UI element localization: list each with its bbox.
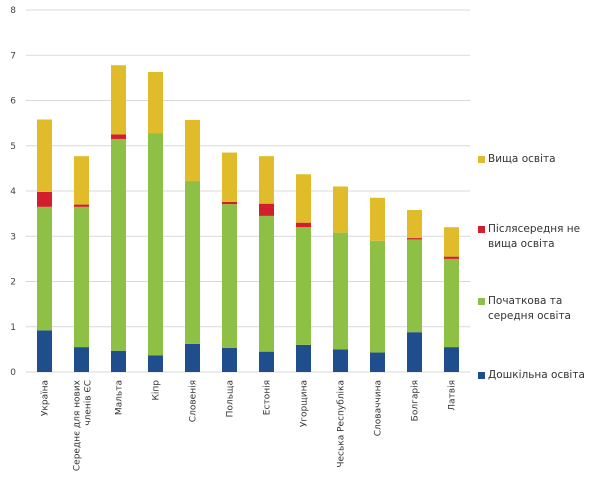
bar-segment [259,351,274,372]
x-category-label: Естонія [263,380,273,415]
bar-segment [296,222,311,228]
bar-segment [185,119,200,182]
x-category-label: Польща [226,380,236,417]
bar-segment [74,156,89,205]
legend-item-post-secondary: Післясередня не вища освіта [478,222,600,252]
bar-segment [407,210,422,239]
bar-segment [74,206,89,348]
bar-segment [111,350,126,372]
bar-segment [222,348,237,372]
x-category-label: Кіпр [152,380,162,401]
y-tick-label: 8 [10,6,16,16]
legend-item-primary-secondary: Початкова та середня освіта [478,294,600,324]
x-category-label: Мальта [115,380,125,415]
legend-label: Дошкільна освіта [488,369,585,381]
bar-segment [333,349,348,372]
bar-segment [333,186,348,233]
bar-segment [222,201,237,205]
y-tick-label: 3 [10,232,16,242]
bar-segment [296,227,311,345]
x-category-label: Словаччина [374,380,384,436]
bar-segment [333,232,348,350]
legend-swatch [478,372,485,379]
y-tick-label: 0 [10,368,16,378]
legend-label: Післясередня не вища освіта [488,223,581,250]
bar-segment [444,227,459,257]
bar-segment [185,343,200,372]
bar-segment [74,204,89,207]
x-category-label: Латвія [448,380,458,411]
bar-segment [74,347,89,372]
legend-item-higher-education: Вища освіта [478,152,556,167]
bar-segment [185,181,200,344]
legend-item-preschool: Дошкільна освіта [478,368,585,383]
bar-segment [296,344,311,372]
bar-segment [37,191,52,207]
bars [37,65,459,372]
bar-segment [444,347,459,372]
bar-segment [111,134,126,139]
bar-segment [37,330,52,372]
bar-segment [148,133,163,356]
bar-segment [222,204,237,349]
bar-segment [259,156,274,204]
legend-swatch [478,298,485,305]
y-tick-label: 7 [10,51,16,61]
legend-label: Початкова та середня освіта [488,295,571,322]
bar-segment [37,206,52,331]
x-axis-labels: Україна Середнє для новихчленів ЄС Мальта К… [41,379,458,471]
bar-segment [259,203,274,216]
bar-segment [370,197,385,241]
y-tick-label: 5 [10,142,16,152]
bar-segment [370,352,385,372]
bar-segment [111,138,126,351]
x-category-label: Словенія [189,380,199,422]
legend-swatch [478,156,485,163]
y-tick-label: 2 [10,278,16,288]
bar-segment [259,215,274,352]
x-category-label: Чеська Республіка [337,380,347,468]
bar-segment [444,258,459,348]
x-category-label: Угорщина [300,380,310,427]
bar-segment [37,119,52,192]
bar-segment [148,71,163,134]
bar-segment [296,174,311,223]
y-tick-label: 6 [10,97,16,107]
y-tick-label: 4 [10,187,16,197]
x-category-label: Болгарія [411,380,421,421]
bar-segment [407,238,422,240]
legend-swatch [478,226,485,233]
y-axis-ticks: 0 1 2 3 4 5 6 7 8 [10,6,16,378]
y-tick-label: 1 [10,323,16,333]
legend-label: Вища освіта [488,153,556,165]
bar-segment [407,239,422,333]
bar-segment [111,65,126,135]
bar-segment [222,152,237,202]
bar-segment [370,240,385,353]
bar-segment [444,256,459,259]
bar-segment [407,332,422,372]
gridlines [26,9,470,373]
x-category-label: Україна [41,380,51,416]
bar-segment [148,355,163,372]
x-category-label: Середнє для новихчленів ЄС [73,379,94,471]
